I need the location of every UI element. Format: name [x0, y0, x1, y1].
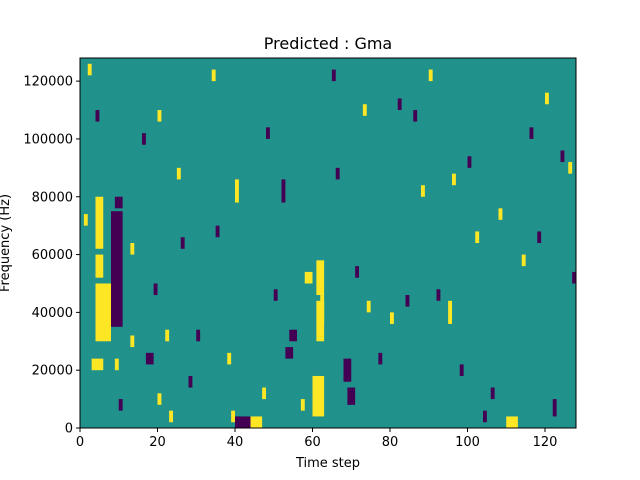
- heatmap-cell: [211, 69, 216, 82]
- heatmap-cell: [157, 393, 162, 405]
- heatmap-cell: [153, 283, 158, 296]
- heatmap-cell: [405, 295, 410, 307]
- heatmap-cell: [111, 211, 123, 327]
- heatmap-cells: [83, 63, 577, 428]
- x-tick-label: 0: [76, 435, 84, 450]
- heatmap-cell: [157, 110, 162, 122]
- heatmap-cell: [114, 358, 119, 371]
- heatmap-cell: [95, 196, 104, 249]
- heatmap-cell: [95, 110, 100, 122]
- plot-background: [80, 58, 576, 428]
- heatmap-cell: [320, 295, 325, 324]
- heatmap-cell: [169, 410, 174, 423]
- heatmap-cell: [483, 410, 487, 423]
- heatmap-cell: [130, 243, 135, 255]
- heatmap-cell: [273, 289, 278, 301]
- heatmap-cell: [316, 260, 325, 296]
- heatmap-cell: [145, 352, 154, 365]
- heatmap-cell: [235, 179, 239, 203]
- heatmap-cell: [366, 300, 371, 313]
- heatmap-cell: [467, 156, 472, 168]
- heatmap-cell: [568, 162, 573, 174]
- heatmap-cell: [545, 92, 549, 105]
- heatmap-cell: [165, 329, 170, 342]
- heatmap-cell: [262, 387, 267, 400]
- heatmap-cell: [91, 358, 104, 371]
- heatmap-cell: [285, 347, 294, 359]
- chart-title: Predicted : Gma: [264, 34, 392, 53]
- heatmap-cell: [118, 399, 123, 411]
- heatmap-cell: [176, 167, 181, 180]
- heatmap-cell: [506, 416, 518, 428]
- heatmap-cell: [335, 167, 340, 180]
- y-axis-ticks: 0 20000 40000 60000 80000 100000 120000: [23, 75, 80, 437]
- heatmap-cell: [83, 214, 88, 226]
- heatmap-cell: [331, 69, 336, 82]
- x-tick-label: 120: [533, 435, 558, 450]
- y-tick-label: 120000: [23, 75, 73, 90]
- heatmap-cell: [428, 69, 433, 82]
- heatmap-cell: [180, 237, 185, 249]
- heatmap-cell: [362, 104, 367, 116]
- x-tick-label: 20: [149, 435, 166, 450]
- heatmap-cell: [304, 271, 313, 284]
- heatmap-cell: [552, 399, 557, 417]
- heatmap-cell: [397, 98, 402, 111]
- x-tick-label: 60: [304, 435, 321, 450]
- heatmap-cell: [289, 329, 297, 342]
- heatmap-cell: [215, 225, 220, 238]
- x-tick-label: 40: [227, 435, 244, 450]
- heatmap-cell: [347, 387, 356, 405]
- heatmap-cell: [452, 173, 456, 186]
- heatmap-cell: [560, 150, 565, 163]
- heatmap-cell: [475, 231, 480, 243]
- x-axis-label: Time step: [295, 456, 360, 471]
- y-tick-label: 100000: [23, 132, 73, 147]
- heatmap-cell: [130, 335, 135, 348]
- heatmap-cell: [459, 364, 464, 376]
- y-tick-label: 80000: [32, 190, 73, 205]
- x-tick-label: 100: [455, 435, 480, 450]
- x-axis-ticks: 0 20 40 60 80 100 120: [76, 428, 558, 450]
- y-tick-label: 20000: [32, 364, 73, 379]
- heatmap-cell: [421, 185, 425, 197]
- y-tick-label: 40000: [32, 306, 73, 321]
- plot-area: [79, 57, 577, 429]
- heatmap-cell: [448, 300, 453, 324]
- heatmap-cell: [312, 375, 325, 417]
- heatmap-cell: [188, 375, 193, 388]
- heatmap-cell: [572, 271, 577, 284]
- heatmap-cell: [114, 196, 123, 209]
- heatmap-cell: [529, 127, 534, 139]
- y-axis-label: Frequency (Hz): [0, 194, 13, 292]
- x-tick-label: 80: [382, 435, 399, 450]
- heatmap-cell: [250, 416, 263, 428]
- heatmap-cell: [413, 110, 418, 122]
- heatmap-cell: [490, 387, 495, 400]
- heatmap-cell: [196, 329, 201, 342]
- heatmap-cell: [227, 352, 232, 365]
- heatmap-cell: [231, 410, 236, 423]
- heatmap-cell: [281, 179, 286, 203]
- heatmap-cell: [378, 352, 383, 365]
- heatmap-cell: [95, 254, 104, 278]
- heatmap-cell: [390, 312, 394, 324]
- heatmap-cell: [343, 358, 352, 382]
- y-tick-label: 0: [65, 422, 73, 437]
- heatmap-cell: [235, 416, 251, 428]
- heatmap-cell: [436, 289, 441, 301]
- plot-frame: [79, 57, 577, 429]
- heatmap-cell: [87, 63, 92, 76]
- heatmap-cell: [266, 127, 270, 139]
- heatmap-cell: [498, 208, 503, 220]
- y-tick-label: 60000: [32, 248, 73, 263]
- heatmap-cell: [355, 266, 360, 278]
- heatmap-cell: [537, 231, 542, 243]
- heatmap-cell: [300, 399, 305, 411]
- heatmap-cell: [142, 133, 146, 145]
- heatmap-cell: [95, 283, 111, 342]
- heatmap-cell: [521, 254, 526, 267]
